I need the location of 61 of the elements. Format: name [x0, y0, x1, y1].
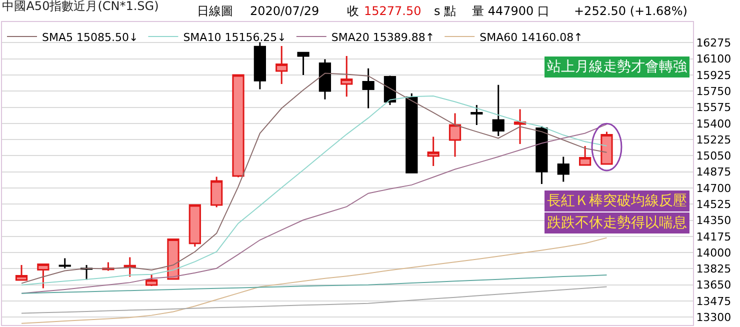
candlestick: [427, 136, 440, 167]
line-series: [21, 237, 608, 324]
text: 15277.50: [364, 4, 422, 18]
candlestick: [384, 74, 396, 106]
y-tick-label: 15400: [696, 117, 732, 130]
candlestick: [146, 274, 158, 287]
candlestick: [600, 130, 613, 165]
y-tick-label: 13300: [696, 311, 732, 324]
candlestick: [167, 238, 180, 281]
y-tick-label: 14525: [696, 198, 732, 211]
legend-label: SMA5 15085.50↓: [42, 30, 138, 44]
candlestick: [536, 125, 548, 185]
candlestick: [210, 176, 223, 208]
candlestick: [188, 204, 201, 248]
candlestick: [579, 145, 592, 166]
candlestick: [470, 104, 483, 126]
y-tick-label: 15050: [696, 150, 732, 163]
legend-label: SMA10 15156.25↓: [183, 30, 286, 44]
text: +252.50 (+1.68%): [574, 4, 688, 18]
y-tick-label: 13475: [696, 294, 732, 308]
y-tick-label: 16275: [696, 36, 732, 50]
text: 日線圖: [197, 4, 233, 18]
candlestick: [15, 264, 28, 281]
candlestick: [406, 92, 418, 174]
y-tick-label: 14175: [696, 230, 732, 244]
candlestick: [276, 45, 288, 85]
text: s 點: [434, 4, 456, 18]
candlestick: [232, 74, 244, 178]
legend-label: SMA60 14160.08↑: [480, 30, 583, 44]
candlestick: [254, 41, 266, 90]
legend-label: SMA20 15389.88↑: [331, 30, 435, 44]
candlestick: [318, 58, 332, 100]
y-tick-label: 14700: [696, 182, 732, 195]
candlestick: [492, 84, 504, 137]
annotation: 站上月線走勢才會轉強: [547, 59, 687, 75]
candlestick: [362, 68, 374, 110]
y-tick-label: 13825: [696, 262, 732, 276]
y-tick-label: 16100: [696, 52, 732, 66]
candlestick: [58, 258, 71, 270]
y-tick-label: 14350: [696, 214, 732, 228]
y-tick-label: 14000: [696, 246, 732, 260]
y-tick-label: 15750: [696, 84, 732, 98]
chart-title: 中國A50指數近月(CN*1.SG): [2, 0, 159, 14]
candlestick: [514, 108, 526, 145]
y-tick-label: 15575: [696, 101, 732, 114]
text: 收: [347, 4, 359, 18]
text: 2020/07/29: [250, 4, 320, 18]
candlestick: [448, 112, 462, 158]
candlestick: [297, 52, 310, 76]
line-series: [21, 286, 608, 314]
annotation: 長紅Ｋ棒突破均線反壓: [547, 193, 687, 209]
annotation: 跌跌不休走勢得以喘息: [547, 215, 687, 231]
candlestick: [37, 264, 50, 290]
line-series: [21, 274, 608, 294]
y-tick-label: 15225: [696, 133, 732, 146]
text: 量 447900 口: [472, 4, 550, 18]
candlestick: [340, 55, 353, 98]
y-tick-label: 13650: [696, 278, 732, 292]
candlestick: [557, 156, 570, 182]
y-tick-label: 14875: [696, 166, 732, 179]
y-tick-label: 15925: [696, 68, 732, 82]
